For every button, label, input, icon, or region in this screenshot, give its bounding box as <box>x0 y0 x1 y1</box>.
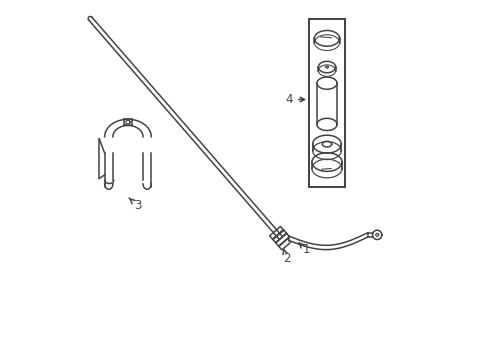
Text: 2: 2 <box>283 249 290 265</box>
Text: 1: 1 <box>299 243 309 256</box>
Bar <box>308 19 344 187</box>
Text: 4: 4 <box>285 93 304 106</box>
Text: 3: 3 <box>129 198 141 212</box>
